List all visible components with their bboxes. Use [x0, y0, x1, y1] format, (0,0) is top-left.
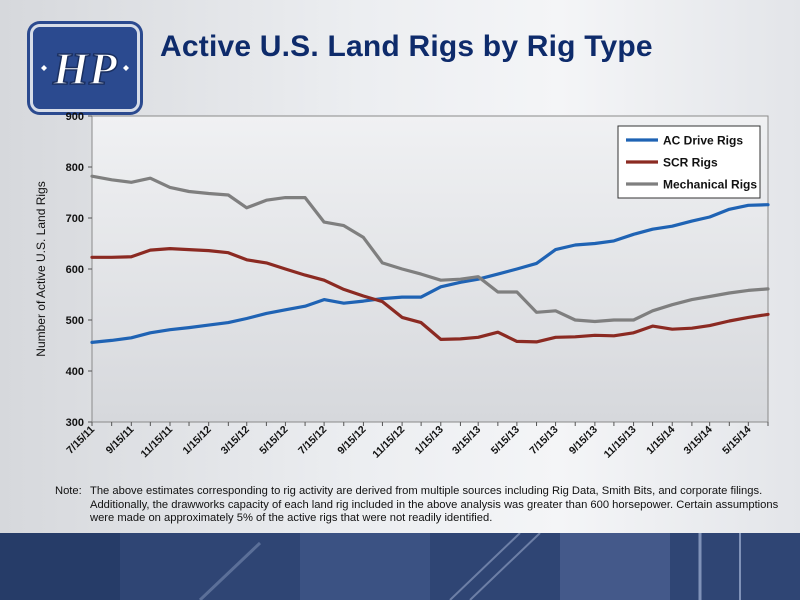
x-tick-label: 9/15/11	[104, 424, 137, 457]
x-tick-label: 3/15/14	[682, 424, 715, 457]
y-tick-label: 900	[66, 111, 84, 123]
x-tick-label: 5/15/14	[720, 424, 753, 457]
company-logo: HP	[30, 24, 140, 112]
series-line-mechanical-rigs	[90, 174, 770, 324]
x-tick-label: 3/15/13	[450, 424, 483, 457]
x-tick-label: 11/15/11	[139, 424, 176, 461]
x-tick-label: 7/15/13	[527, 424, 560, 457]
note-text: The above estimates corresponding to rig…	[90, 485, 779, 525]
x-tick-label: 5/15/13	[489, 424, 522, 457]
hp-logo-icon: HP	[33, 27, 137, 109]
legend-label: SCR Rigs	[663, 156, 718, 170]
x-tick-label: 5/15/12	[257, 424, 290, 457]
x-tick-label: 9/15/12	[335, 424, 368, 457]
rig-photo-strip-icon	[0, 533, 800, 600]
page-title: Active U.S. Land Rigs by Rig Type	[160, 30, 653, 63]
series-line-scr-rigs	[90, 247, 770, 344]
y-axis-label: Number of Active U.S. Land Rigs	[34, 181, 48, 356]
y-tick-label: 600	[66, 264, 84, 276]
x-tick-label: 1/15/12	[181, 424, 214, 457]
series-lines	[90, 174, 770, 344]
y-axis: 300 400 500 600 700 800 900	[66, 111, 92, 429]
series-line-ac-drive-rigs	[90, 203, 770, 344]
legend-label: Mechanical Rigs	[663, 178, 757, 192]
y-tick-label: 300	[66, 417, 84, 429]
x-tick-label: 3/15/12	[219, 424, 252, 457]
y-tick-label: 800	[66, 162, 84, 174]
x-tick-label: 1/15/14	[644, 424, 677, 457]
x-tick-label: 1/15/13	[413, 424, 446, 457]
footer-banner	[0, 533, 800, 600]
y-tick-label: 500	[66, 315, 84, 327]
legend-label: AC Drive Rigs	[663, 134, 743, 148]
x-tick-label: 9/15/13	[567, 424, 600, 457]
x-axis: 7/15/11 9/15/11 11/15/11 1/15/12 3/15/12 5/15…	[64, 422, 769, 461]
footnote: Note: The above estimates corresponding …	[55, 485, 782, 526]
x-tick-label: 11/15/12	[370, 424, 407, 461]
x-tick-label: 7/15/12	[296, 424, 329, 457]
note-label: Note:	[55, 485, 82, 497]
logo-letters: HP	[52, 43, 118, 94]
y-tick-label: 700	[66, 213, 84, 225]
x-tick-label: 11/15/13	[602, 424, 639, 461]
legend: AC Drive Rigs SCR Rigs Mechanical Rigs	[617, 125, 761, 199]
y-tick-label: 400	[66, 366, 84, 378]
